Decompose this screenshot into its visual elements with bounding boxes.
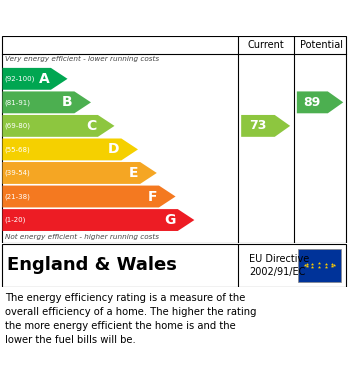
Text: B: B bbox=[62, 95, 73, 109]
Text: Potential: Potential bbox=[300, 40, 342, 50]
Text: E: E bbox=[129, 166, 139, 180]
Polygon shape bbox=[2, 186, 175, 208]
Text: (39-54): (39-54) bbox=[5, 170, 31, 176]
Polygon shape bbox=[297, 91, 343, 113]
Text: Not energy efficient - higher running costs: Not energy efficient - higher running co… bbox=[5, 234, 159, 240]
Polygon shape bbox=[2, 209, 194, 231]
Polygon shape bbox=[2, 162, 157, 184]
Text: Energy Efficiency Rating: Energy Efficiency Rating bbox=[10, 7, 220, 22]
Text: Very energy efficient - lower running costs: Very energy efficient - lower running co… bbox=[5, 56, 159, 62]
Text: EU Directive
2002/91/EC: EU Directive 2002/91/EC bbox=[249, 254, 309, 277]
Polygon shape bbox=[2, 91, 91, 113]
Text: (1-20): (1-20) bbox=[5, 217, 26, 223]
Text: (92-100): (92-100) bbox=[5, 75, 35, 82]
Polygon shape bbox=[241, 115, 290, 137]
Text: G: G bbox=[165, 213, 176, 227]
Text: The energy efficiency rating is a measure of the
overall efficiency of a home. T: The energy efficiency rating is a measur… bbox=[5, 293, 257, 345]
Text: (55-68): (55-68) bbox=[5, 146, 31, 152]
Text: 89: 89 bbox=[304, 96, 321, 109]
Text: England & Wales: England & Wales bbox=[7, 256, 177, 274]
Text: C: C bbox=[86, 119, 96, 133]
Bar bbox=[298, 249, 341, 282]
Text: (81-91): (81-91) bbox=[5, 99, 31, 106]
Text: (21-38): (21-38) bbox=[5, 193, 31, 200]
Polygon shape bbox=[2, 138, 138, 160]
Text: Current: Current bbox=[248, 40, 285, 50]
Text: D: D bbox=[108, 142, 120, 156]
Polygon shape bbox=[2, 68, 68, 90]
Text: (69-80): (69-80) bbox=[5, 123, 31, 129]
Text: A: A bbox=[39, 72, 49, 86]
Polygon shape bbox=[2, 115, 114, 137]
Text: 73: 73 bbox=[249, 119, 267, 133]
Text: F: F bbox=[148, 190, 157, 203]
